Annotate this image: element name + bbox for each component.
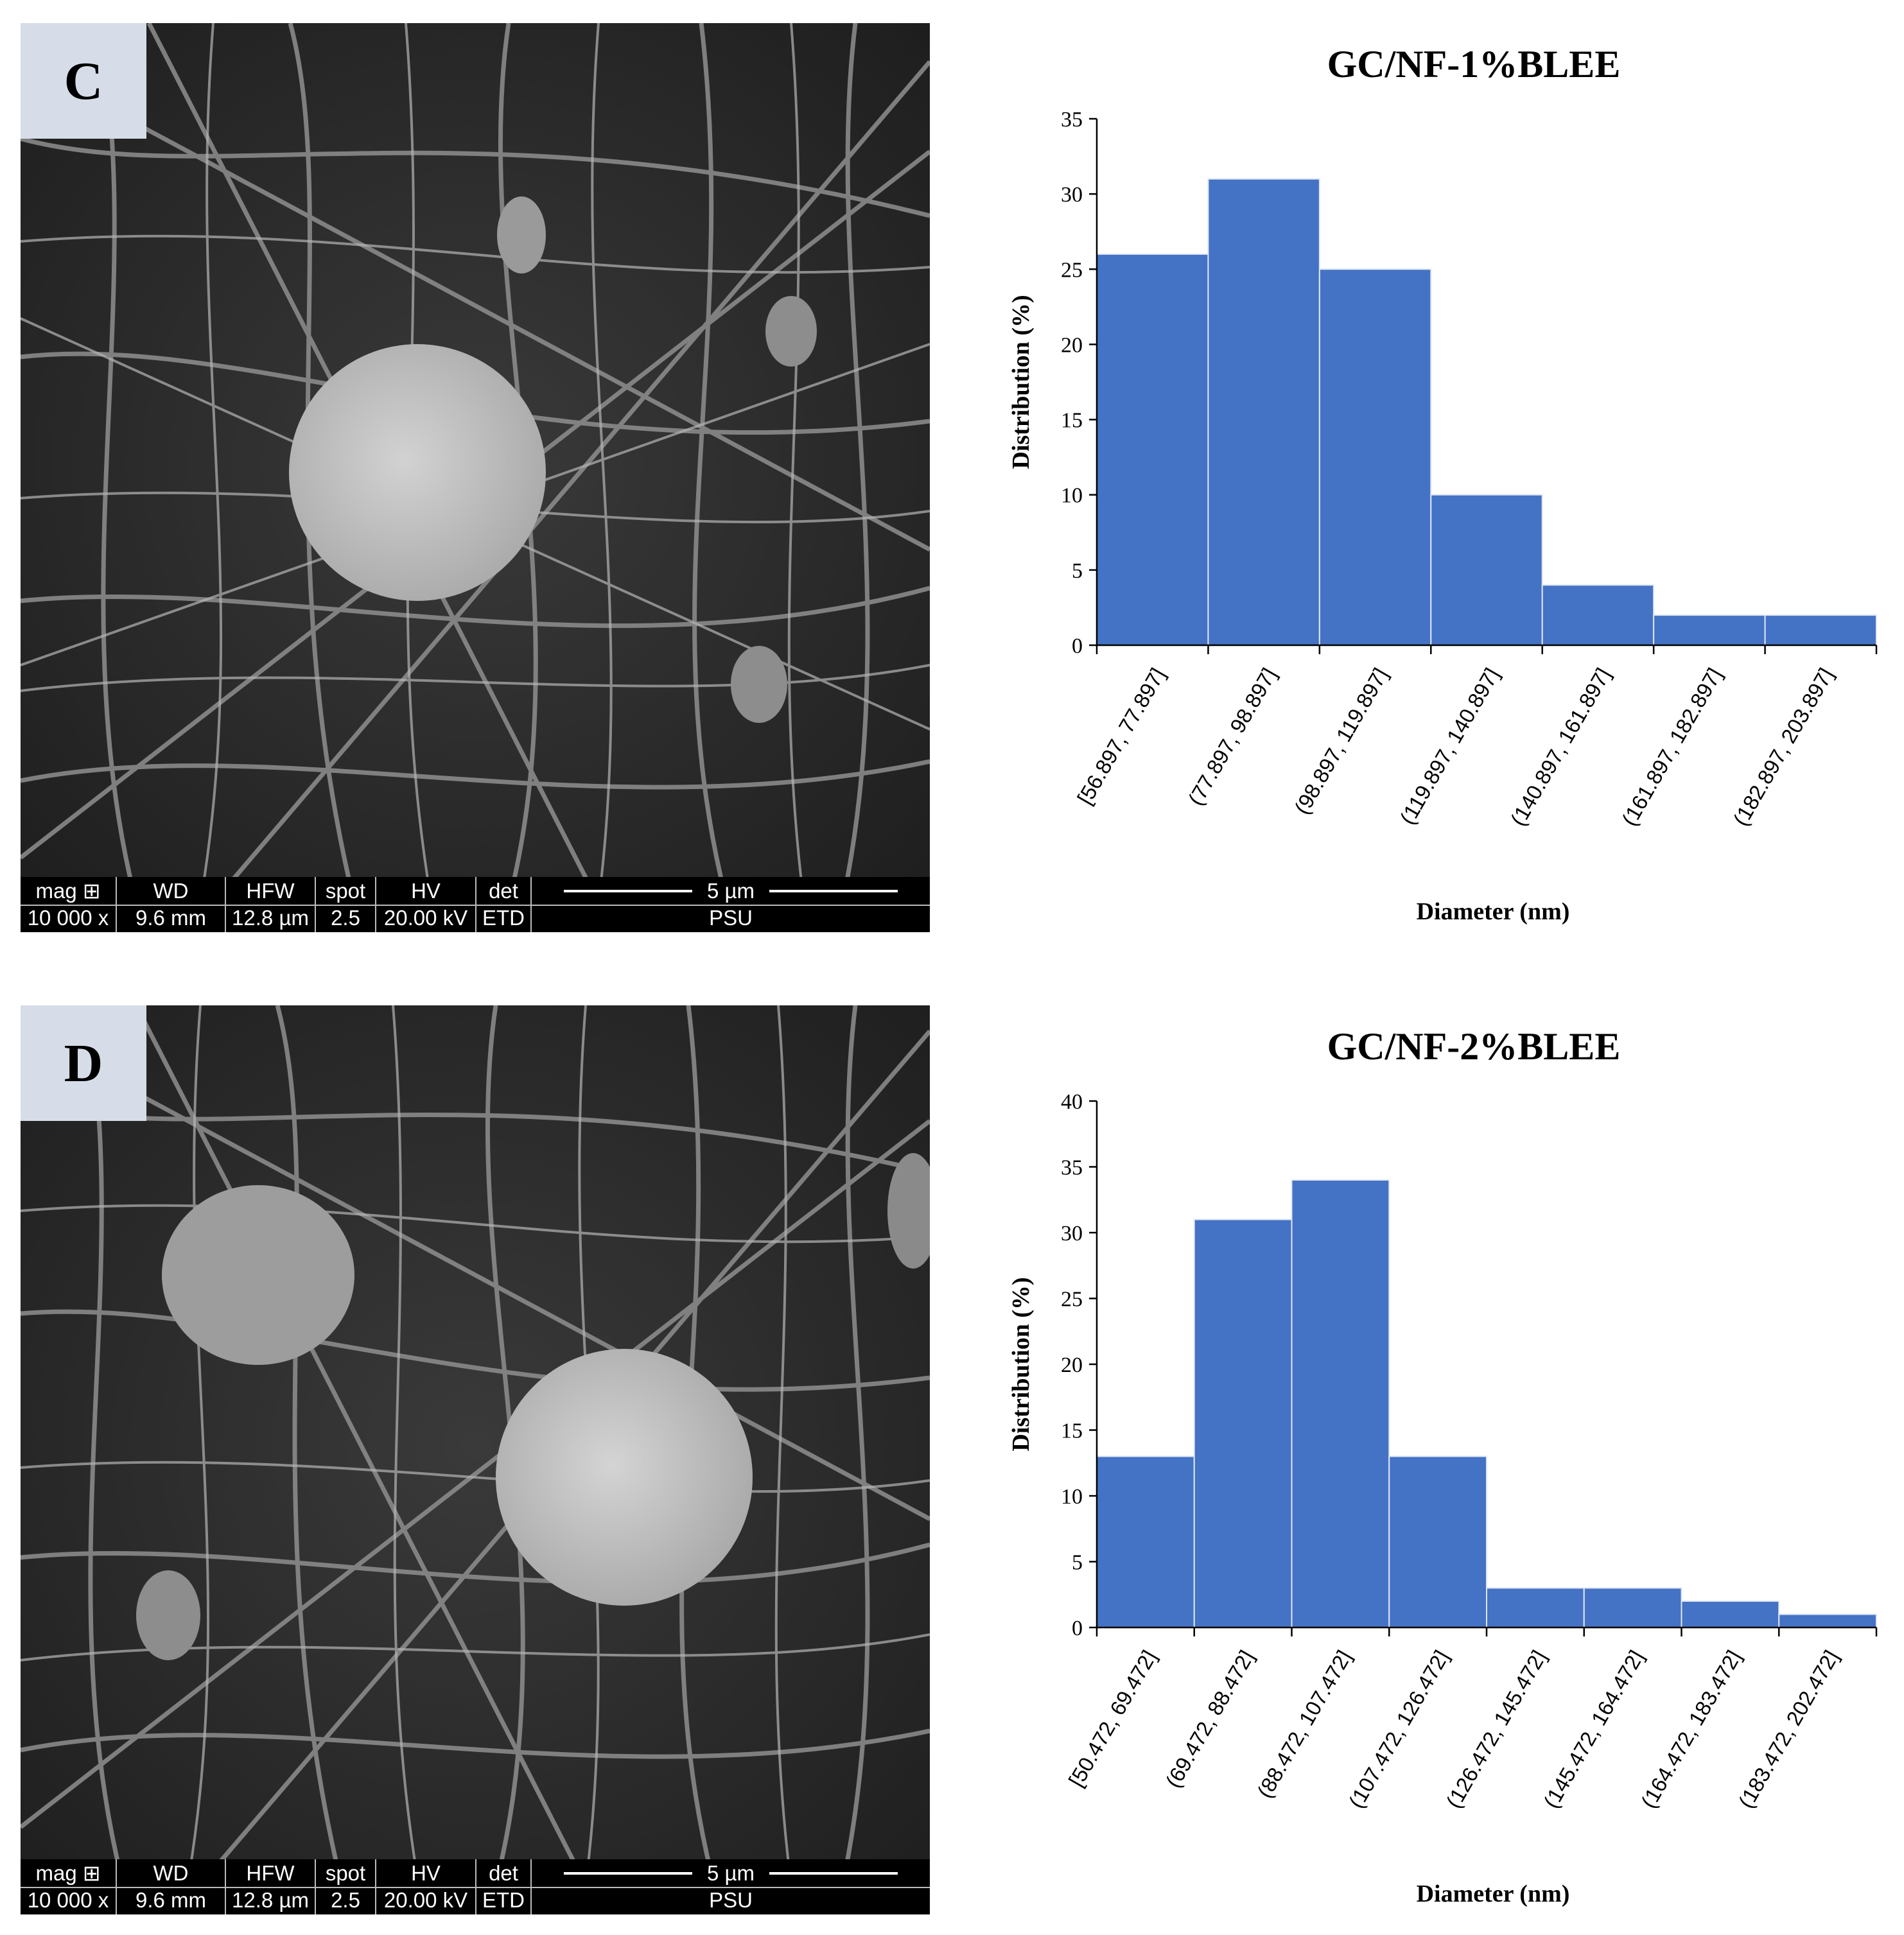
x-category-label: (98.897, 119.897] [1289, 664, 1392, 818]
institution-label: PSU [709, 1888, 753, 1912]
hv-value: 20.00 kV [383, 906, 468, 930]
y-tick-label: 0 [1072, 634, 1083, 658]
spot-label: spot [325, 879, 366, 903]
histogram-chart-c: GC/NF-1%BLEE 0 5 10 15 20 25 30 35 [56.897, 77.89… [950, 13, 1904, 950]
x-axis-title: Diameter (nm) [1417, 898, 1570, 925]
x-category-label: (126.472, 145.472] [1442, 1646, 1551, 1812]
wd-value: 9.6 mm [135, 906, 207, 930]
mag-label: mag ⊞ [35, 879, 101, 903]
histogram-bar [1291, 1179, 1390, 1628]
y-tick-label: 35 [1061, 108, 1083, 132]
y-tick-label: 20 [1061, 333, 1083, 357]
spot-label: spot [325, 1861, 366, 1885]
y-tick-label: 10 [1061, 484, 1083, 508]
sem-databar-c: mag ⊞ 10 000 x WD 9.6 mm HFW 12.8 µm spot 2.… [21, 877, 930, 932]
histogram-bar [1388, 1455, 1487, 1628]
histogram-bar [1764, 614, 1877, 646]
scale-bar-label: 5 µm [706, 879, 755, 903]
y-tick-label: 15 [1061, 1419, 1083, 1443]
x-category-label: (145.472, 164.472] [1539, 1646, 1648, 1812]
sem-micrograph-c [21, 23, 930, 903]
y-tick-label: 0 [1072, 1617, 1083, 1640]
mag-value: 10 000 x [27, 906, 109, 930]
histogram-svg-c: GC/NF-1%BLEE 0 5 10 15 20 25 30 35 [56.897, 77.89… [1008, 43, 1878, 925]
x-category-label: [50.472, 69.472] [1064, 1646, 1161, 1791]
histogram-bar [1486, 1587, 1585, 1628]
spot-value: 2.5 [331, 906, 360, 930]
hfw-label: HFW [246, 879, 295, 903]
det-value: ETD [482, 1888, 525, 1912]
y-axis-title: Distribution (%) [1008, 295, 1035, 469]
histogram-bar [1193, 1219, 1293, 1628]
y-tick-label: 15 [1061, 409, 1083, 433]
sem-image-panel-d: D mag ⊞ 10 000 x WD 9.6 mm HFW 12.8 µm spot… [21, 1005, 930, 1914]
sem-databar-d: mag ⊞ 10 000 x WD 9.6 mm HFW 12.8 µm spot 2.… [21, 1859, 930, 1914]
histogram-bar [1681, 1601, 1780, 1628]
x-category-label: (164.472, 183.472] [1636, 1646, 1746, 1812]
institution-label: PSU [709, 906, 753, 930]
x-category-label: (77.897, 98.897] [1183, 664, 1281, 810]
det-value: ETD [482, 906, 525, 930]
y-tick-label: 10 [1061, 1485, 1083, 1509]
scale-bar-left [564, 890, 692, 892]
chart-title: GC/NF-1%BLEE [1327, 43, 1621, 85]
hfw-value: 12.8 µm [232, 1888, 309, 1912]
y-tick-label: 35 [1061, 1156, 1083, 1180]
x-axis-title: Diameter (nm) [1417, 1880, 1570, 1907]
histogram-bar [1778, 1613, 1877, 1628]
y-tick-label: 40 [1061, 1090, 1083, 1114]
x-category-label: (140.897, 161.897] [1506, 664, 1616, 829]
chart-title: GC/NF-2%BLEE [1327, 1025, 1621, 1068]
x-category-label: (182.897, 203.897] [1729, 664, 1838, 829]
x-category-label: (69.472, 88.472] [1161, 1646, 1259, 1792]
det-label: det [489, 879, 518, 903]
y-axis-title: Distribution (%) [1008, 1277, 1035, 1451]
mag-value: 10 000 x [27, 1888, 109, 1912]
scale-bar-label: 5 µm [706, 1861, 755, 1885]
det-label: det [489, 1861, 518, 1885]
scale-bar-right [769, 890, 898, 892]
sem-image-panel-c: C mag ⊞ 10 000 x WD 9.6 mm HFW 12.8 µm spot… [21, 23, 930, 932]
histogram-bar [1318, 268, 1432, 646]
panel-letter-d: D [21, 1005, 146, 1121]
histogram-bar [1096, 1455, 1195, 1628]
mag-label: mag ⊞ [35, 1861, 101, 1885]
histogram-bar [1583, 1587, 1682, 1628]
histogram-bar [1430, 494, 1543, 646]
x-category-label: (161.897, 182.897] [1617, 664, 1727, 829]
histogram-svg-d: GC/NF-2%BLEE 0 5 10 15 20 25 30 35 40 [50.472, 69.… [1008, 1025, 1878, 1907]
histogram-bar [1541, 584, 1655, 646]
sem-micrograph-d [21, 1005, 930, 1885]
scale-bar-right [769, 1872, 898, 1875]
x-category-label: (88.472, 107.472] [1252, 1646, 1356, 1802]
histogram-bar [1653, 614, 1766, 646]
y-tick-label: 30 [1061, 183, 1083, 207]
x-category-label: [56.897, 77.897] [1072, 664, 1169, 808]
wd-value: 9.6 mm [135, 1888, 207, 1912]
y-tick-label: 20 [1061, 1353, 1083, 1377]
hv-label: HV [411, 879, 441, 903]
hfw-value: 12.8 µm [232, 906, 309, 930]
spot-value: 2.5 [331, 1888, 360, 1912]
histogram-bar [1207, 178, 1320, 646]
hv-label: HV [411, 1861, 441, 1885]
wd-label: WD [153, 879, 189, 903]
histogram-chart-d: GC/NF-2%BLEE 0 5 10 15 20 25 30 35 40 [50.472, 69.… [950, 995, 1904, 1932]
panel-letter-c: C [21, 23, 146, 139]
histogram-bar [1096, 253, 1209, 646]
wd-label: WD [153, 1861, 189, 1885]
x-category-label: (183.472, 202.472] [1734, 1646, 1844, 1812]
hv-value: 20.00 kV [383, 1888, 468, 1912]
y-tick-label: 5 [1072, 559, 1083, 583]
y-tick-label: 30 [1061, 1222, 1083, 1245]
hfw-label: HFW [246, 1861, 295, 1885]
scale-bar-left [564, 1872, 692, 1875]
x-category-label: (107.472, 126.472] [1344, 1646, 1454, 1812]
y-tick-label: 25 [1061, 1288, 1083, 1312]
y-tick-label: 5 [1072, 1551, 1083, 1575]
y-tick-label: 25 [1061, 258, 1083, 282]
x-category-label: (119.897, 140.897] [1395, 664, 1504, 828]
